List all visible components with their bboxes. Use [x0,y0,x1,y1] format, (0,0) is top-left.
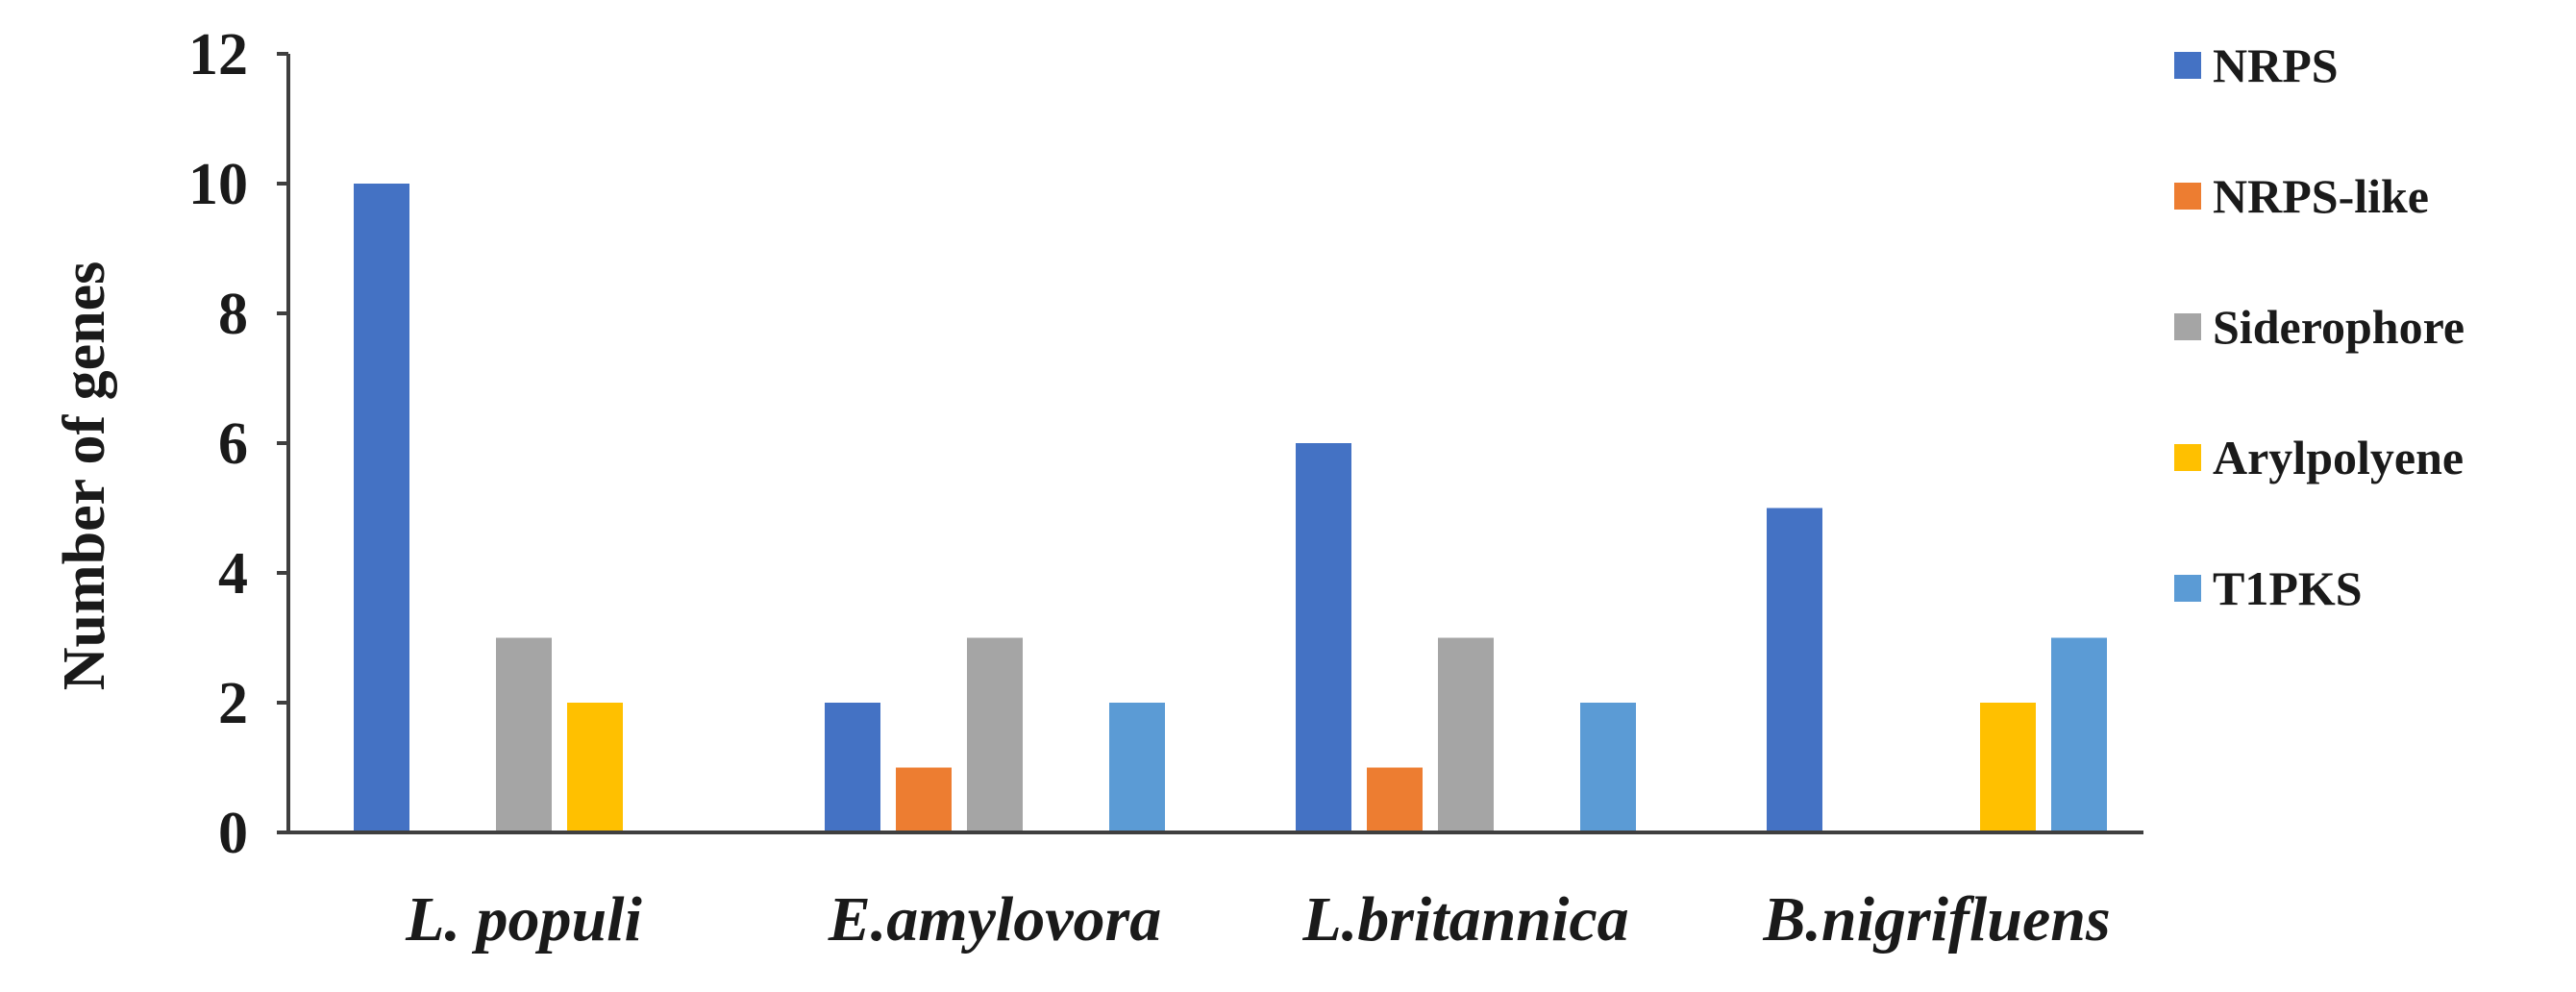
bar [1580,703,1636,832]
y-tick-label: 0 [218,801,248,866]
legend-label: NRPS-like [2213,169,2429,223]
legend-swatch [2174,444,2201,471]
y-tick-label: 10 [188,152,248,217]
bars [354,184,2107,832]
legend-swatch [2174,52,2201,79]
y-tick-label: 8 [218,282,248,347]
legend-swatch [2174,575,2201,602]
y-tick-label: 4 [218,541,248,607]
bar [2051,637,2107,832]
bar [1980,703,2036,832]
legend-swatch [2174,313,2201,340]
bar [896,767,952,832]
x-axis-category-labels: L. populi E.amylovora L.britannica B.nigrif… [405,884,2111,955]
y-tick-label: 6 [218,411,248,477]
bar [1109,703,1165,832]
y-axis-title: Number of genes [52,261,117,691]
bar [1367,767,1423,832]
bar [1767,508,1822,832]
y-axis-title-group: Number of genes [52,261,117,691]
bar [496,637,552,832]
legend-swatch [2174,183,2201,210]
bar [354,184,409,832]
bar [1296,443,1351,832]
x-category-label: B.nigrifluens [1762,884,2110,955]
legend-label: T1PKS [2213,561,2363,615]
legend-label: Arylpolyene [2213,431,2464,484]
y-tick-label: 12 [188,22,248,87]
x-category-label: L.britannica [1301,884,1628,955]
x-category-label: L. populi [405,884,642,955]
bar [1438,637,1494,832]
legend-label: NRPS [2213,38,2339,92]
legend-label: Siderophore [2213,300,2465,354]
bar [567,703,623,832]
bar [967,637,1023,832]
y-axis-ticks: 0 2 4 6 8 10 12 [188,22,288,866]
legend: NRPS NRPS-like Siderophore Arylpolyene T1PKS [2174,38,2465,615]
x-category-label: E.amylovora [828,884,1161,955]
y-tick-label: 2 [218,671,248,736]
bar [825,703,880,832]
